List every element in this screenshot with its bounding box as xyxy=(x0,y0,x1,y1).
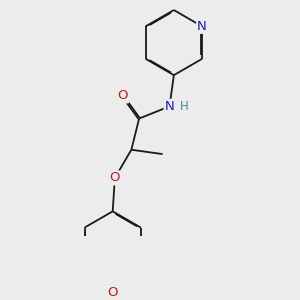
Text: O: O xyxy=(107,286,118,299)
Text: O: O xyxy=(117,89,128,103)
Text: N: N xyxy=(165,100,174,113)
Text: H: H xyxy=(180,100,189,113)
Text: N: N xyxy=(197,20,207,33)
Text: O: O xyxy=(110,171,120,184)
